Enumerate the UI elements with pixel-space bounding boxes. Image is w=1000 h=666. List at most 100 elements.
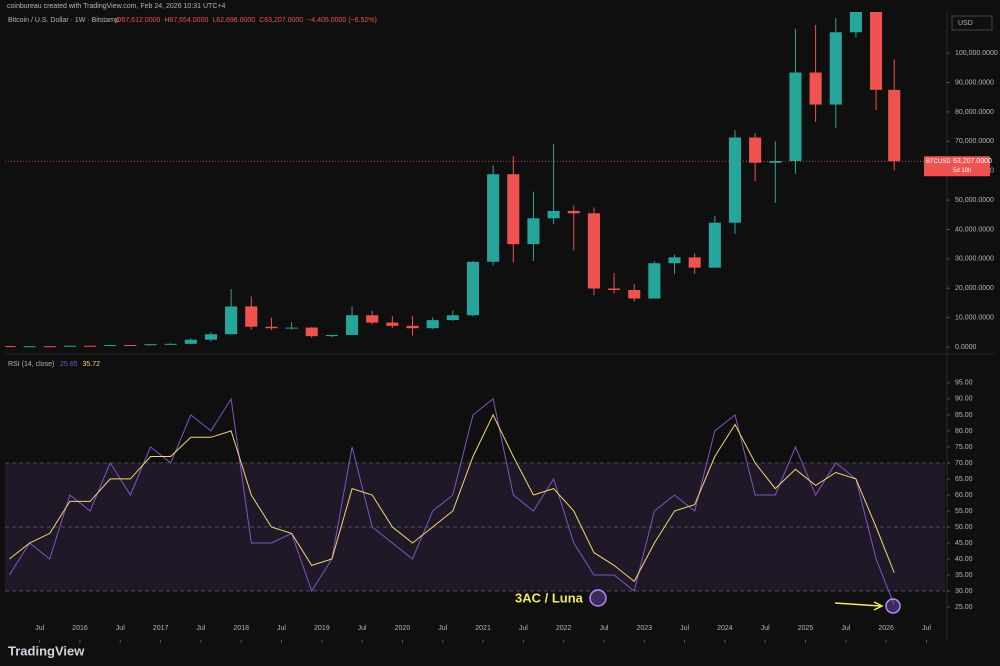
candle-body — [749, 137, 762, 163]
candle-body — [829, 32, 842, 105]
x-tick-label: 2022 — [556, 625, 572, 632]
y-tick-label: 85.00 — [955, 412, 973, 419]
y-tick-label: 50.00 — [955, 524, 973, 531]
y-tick-label: 95.00 — [955, 380, 973, 387]
ohlc-legend: L62,696.0000 — [212, 17, 255, 24]
y-tick-label: 60.00 — [955, 492, 973, 499]
x-tick-label: Jul — [761, 625, 770, 632]
candle-body — [487, 174, 500, 262]
x-tick-label: 2026 — [878, 625, 894, 632]
x-tick-label: 2019 — [314, 625, 330, 632]
x-tick-label: Jul — [680, 625, 689, 632]
x-tick-label: Jul — [277, 625, 286, 632]
y-tick-label: 90.00 — [955, 396, 973, 403]
rsi-legend-value: 35.72 — [83, 361, 101, 368]
x-tick-label: 2021 — [475, 625, 491, 632]
y-tick-label: 80,000.0000 — [955, 109, 994, 116]
candle-body — [608, 288, 621, 290]
candle-body — [446, 315, 459, 321]
candle-body — [849, 12, 862, 33]
x-tick-label: 2023 — [637, 625, 653, 632]
x-tick-label: 2018 — [233, 625, 249, 632]
candle-body — [587, 213, 600, 289]
candle-body — [225, 306, 238, 335]
x-tick-label: Jul — [438, 625, 447, 632]
candle-body — [325, 334, 338, 337]
candle-body — [688, 257, 701, 268]
arrow-head — [873, 601, 884, 611]
credit: coinbureau created with TradingView.com,… — [7, 3, 225, 10]
ohlc-legend: O67,612.0000 — [116, 17, 160, 24]
candle-body — [789, 72, 802, 161]
y-tick-label: 70.00 — [955, 460, 973, 467]
x-tick-label: 2025 — [798, 625, 814, 632]
candle-body — [769, 160, 782, 163]
candle-body — [507, 174, 520, 245]
currency-box — [951, 15, 993, 31]
arrow — [834, 602, 881, 607]
highlight-circle — [589, 589, 607, 607]
ohlc-legend: −4,405.0000 (−6.52%) — [307, 17, 377, 24]
symbol: BTCUSD — [926, 159, 951, 165]
candle-body — [668, 257, 681, 264]
countdown: 5d 18h — [953, 168, 971, 174]
x-tick-label: Jul — [35, 625, 44, 632]
candle-body — [184, 339, 197, 344]
candle-body — [366, 315, 379, 323]
candle-body — [648, 263, 661, 299]
x-tick-label: 2017 — [153, 625, 169, 632]
x-tick-label: Jul — [922, 625, 931, 632]
candle-body — [104, 345, 117, 347]
candle-body — [708, 222, 721, 268]
candle-body — [628, 289, 641, 299]
candle-body — [265, 326, 278, 329]
candle-body — [870, 12, 883, 90]
candle-body — [23, 346, 36, 348]
x-tick-label: Jul — [841, 625, 850, 632]
candle-body — [285, 327, 298, 329]
candle-body — [426, 320, 439, 329]
y-tick-label: 70,000.0000 — [955, 138, 994, 145]
candle-body — [466, 261, 480, 316]
x-tick-label: Jul — [600, 625, 609, 632]
rsi-line — [9, 413, 895, 583]
last-price-label: 63,207.0000 — [953, 158, 992, 165]
candle-body — [305, 327, 318, 337]
candle-body — [43, 346, 56, 348]
candle-body — [809, 72, 822, 105]
candle-body — [386, 322, 399, 326]
x-tick-label: Jul — [519, 625, 528, 632]
candle-body — [406, 325, 419, 329]
candle-body — [5, 346, 16, 348]
y-tick-label: 35.00 — [955, 572, 973, 579]
y-tick-label: 100,000.0000 — [955, 50, 998, 57]
plot: 0.0000 10,000.0000 20,000.0000 30,000.0000 4… — [5, 12, 998, 643]
candle-body — [144, 344, 157, 346]
ohlc-legend: C63,207.0000 — [259, 17, 303, 24]
price-title: Bitcoin / U.S. Dollar · 1W · Bitstamp — [8, 17, 119, 24]
candle-body — [63, 345, 76, 347]
candle-body — [888, 89, 901, 162]
currency: USD — [958, 20, 973, 27]
y-tick-label: 50,000.0000 — [955, 197, 994, 204]
x-tick-label: Jul — [196, 625, 205, 632]
brand: TradingView — [8, 643, 85, 658]
y-tick-label: 40.00 — [955, 556, 973, 563]
y-tick-label: 30.00 — [955, 588, 973, 595]
y-tick-label: 65.00 — [955, 476, 973, 483]
y-tick-label: 20,000.0000 — [955, 285, 994, 292]
price-label-box — [924, 156, 990, 177]
candle-body — [124, 345, 137, 347]
y-tick-label: 80.00 — [955, 428, 973, 435]
y-tick-label: 75.00 — [955, 444, 973, 451]
y-tick-label: 90,000.0000 — [955, 79, 994, 86]
x-tick-label: Jul — [358, 625, 367, 632]
candle-body — [204, 334, 218, 340]
candle-body — [527, 218, 540, 245]
rsi-title: RSI (14, close) — [8, 361, 54, 368]
y-tick-label: 10,000.0000 — [955, 314, 994, 321]
y-tick-label: 55.00 — [955, 508, 973, 515]
